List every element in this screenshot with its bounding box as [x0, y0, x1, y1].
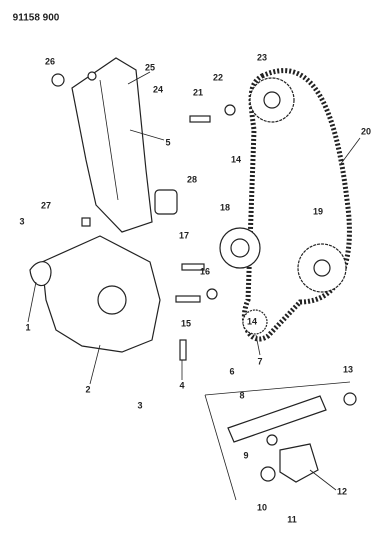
idler-hub: [230, 238, 250, 258]
callout-label: 2: [85, 384, 90, 394]
spacer: [154, 189, 178, 215]
callout-label: 28: [187, 174, 197, 184]
callout-label: 16: [200, 266, 210, 276]
callout-label: 5: [165, 137, 170, 147]
cover-hole: [97, 285, 127, 315]
washer: [266, 434, 278, 446]
callout-label: 24: [153, 84, 163, 94]
callout-label: 20: [361, 126, 371, 136]
callout-label: 26: [45, 56, 55, 66]
bolt: [179, 339, 187, 361]
leader: [127, 71, 151, 85]
plug: [343, 392, 357, 406]
camshaft: [227, 395, 327, 443]
frame: [204, 381, 351, 396]
callout-label: 11: [287, 514, 297, 524]
callout-label: 1: [25, 322, 30, 332]
callout-label: 18: [220, 202, 230, 212]
leader: [89, 344, 101, 385]
callout-label: 22: [213, 72, 223, 82]
hub: [313, 259, 331, 277]
callout-label: 10: [257, 502, 267, 512]
drawing: [27, 57, 361, 501]
washer: [224, 104, 236, 116]
hub: [263, 91, 281, 109]
leader: [255, 334, 261, 356]
leader: [27, 281, 37, 323]
bolt: [181, 263, 205, 271]
callout-label: 15: [181, 318, 191, 328]
leader: [129, 129, 165, 141]
washer: [206, 288, 218, 300]
callout-label: 17: [179, 230, 189, 240]
callout-label: 13: [343, 364, 353, 374]
bolt: [189, 115, 211, 123]
callout-label: 12: [337, 486, 347, 496]
clip: [81, 217, 91, 227]
callout-label: 9: [243, 450, 248, 460]
callout-label: 14: [231, 154, 241, 164]
callout-label: 6: [229, 366, 234, 376]
timing-belt: [241, 68, 352, 342]
callout-label: 14: [247, 316, 257, 326]
callout-label: 25: [145, 62, 155, 72]
shield: [29, 261, 52, 287]
callout-label: 27: [41, 200, 51, 210]
seal: [260, 466, 276, 482]
leader: [309, 469, 337, 491]
leader: [339, 137, 361, 166]
callout-label: 21: [193, 87, 203, 97]
callout-label: 3: [137, 400, 142, 410]
callout-label: 19: [313, 206, 323, 216]
callout-label: 7: [257, 356, 262, 366]
diagram-id: 91158 900: [13, 13, 60, 24]
callout-label: 3: [19, 216, 24, 226]
crank-sprocket: [242, 309, 268, 335]
nut: [51, 73, 65, 87]
upper-cover: [71, 57, 153, 233]
frame: [204, 394, 237, 501]
hole: [87, 71, 97, 81]
housing: [279, 443, 319, 483]
callout-label: 4: [179, 380, 184, 390]
bolt: [175, 295, 201, 303]
callout-label: 8: [239, 390, 244, 400]
callout-label: 23: [257, 52, 267, 62]
cover-slot: [99, 79, 119, 201]
